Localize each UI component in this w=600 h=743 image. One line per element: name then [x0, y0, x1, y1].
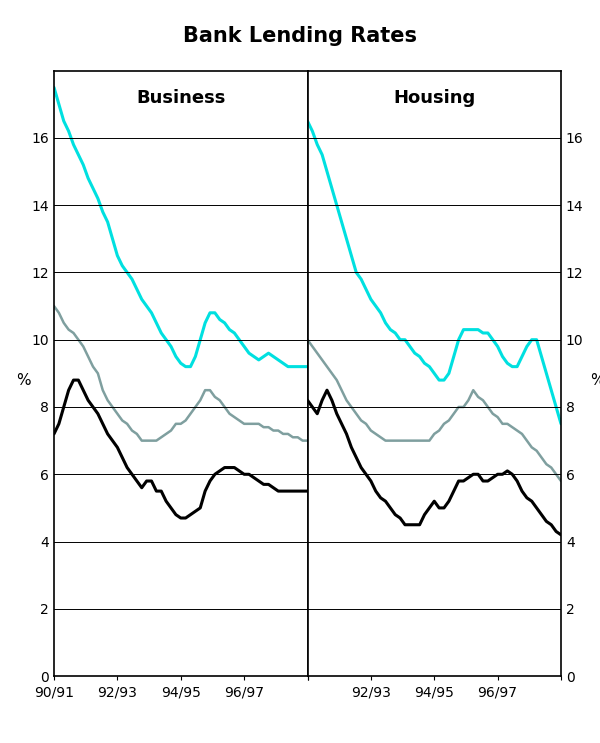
Text: Bank Lending Rates: Bank Lending Rates [183, 26, 417, 46]
Y-axis label: %: % [16, 374, 31, 389]
Text: Business: Business [136, 88, 226, 107]
Y-axis label: %: % [590, 374, 600, 389]
Text: Housing: Housing [393, 88, 475, 107]
